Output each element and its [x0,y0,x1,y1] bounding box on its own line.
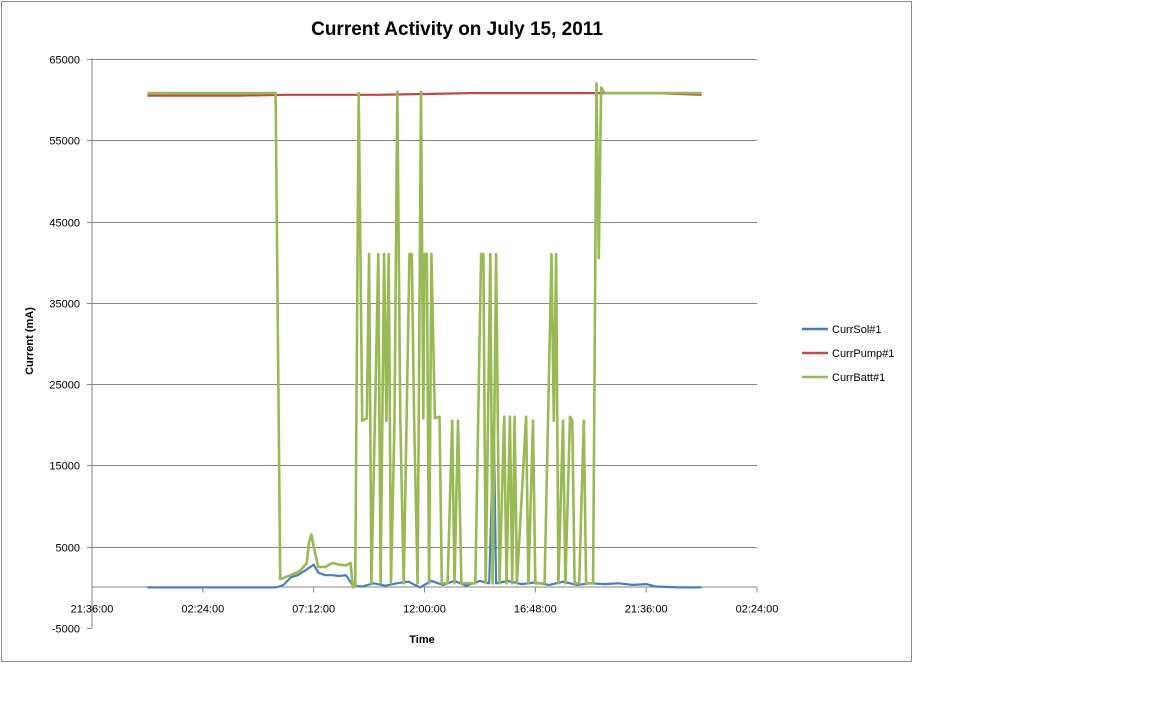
x-tick-label: 07:12:00 [292,604,335,616]
legend: CurrSol#1 CurrPump#1 CurrBatt#1 [802,324,894,384]
chart-area: Current Activity on July 15, 2011 -5000 5… [1,1,912,662]
legend-entry: CurrSol#1 [832,324,882,336]
x-tick-label: 16:48:00 [514,604,557,616]
x-tick-label: 12:00:00 [403,604,446,616]
y-tick-label: 5000 [56,543,80,555]
y-tick-labels: -5000 5000 15000 25000 35000 45000 55000 65000 [49,55,80,636]
y-tick-label: 65000 [49,55,80,67]
x-tick-label: 21:36:00 [625,604,668,616]
x-tick-label: 02:24:00 [736,604,779,616]
x-tick-labels: 21:36:00 02:24:00 07:12:00 12:00:00 16:48:00… [71,604,779,616]
legend-entry: CurrPump#1 [832,348,894,360]
y-tick-label: 55000 [49,136,80,148]
x-tick-label: 02:24:00 [181,604,224,616]
series-line-currsol-1 [147,423,702,589]
x-tick-label: 21:36:00 [71,604,114,616]
series-line-currbatt-1 [147,82,702,589]
y-axis-title: Current (mA) [24,307,36,375]
chart-title: Current Activity on July 15, 2011 [311,19,603,40]
y-tick-label: 25000 [49,380,80,392]
y-tick-label: 15000 [49,461,80,473]
series-lines [147,82,702,589]
y-tick-label: 45000 [49,218,80,230]
x-axis-title: Time [409,634,434,646]
legend-entry: CurrBatt#1 [832,372,885,384]
y-tick-label: -5000 [52,624,80,636]
y-tick-label: 35000 [49,299,80,311]
line-chart: Current Activity on July 15, 2011 -5000 5… [24,19,894,646]
